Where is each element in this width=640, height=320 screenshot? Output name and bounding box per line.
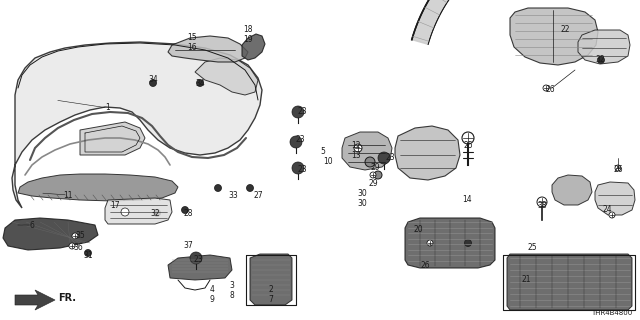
Circle shape [190,252,202,264]
Text: 32: 32 [595,55,605,65]
Circle shape [465,239,472,246]
Text: 28: 28 [183,209,193,218]
Circle shape [292,162,304,174]
Text: 19: 19 [243,36,253,44]
Text: 17: 17 [110,201,120,210]
Circle shape [214,185,221,191]
Polygon shape [15,290,55,310]
Text: 23: 23 [193,255,203,265]
Text: 11: 11 [63,190,73,199]
Polygon shape [595,182,635,215]
Text: 3: 3 [230,281,234,290]
Polygon shape [105,198,172,224]
Polygon shape [395,126,460,180]
Text: 14: 14 [462,196,472,204]
Circle shape [72,233,78,239]
Polygon shape [412,0,501,44]
Polygon shape [168,36,248,62]
Text: 2: 2 [269,285,273,294]
Circle shape [196,79,204,86]
Text: 26: 26 [613,165,623,174]
Circle shape [374,171,382,179]
Text: 32: 32 [150,209,160,218]
Text: 25: 25 [527,244,537,252]
Text: 27: 27 [253,190,263,199]
Text: 31: 31 [83,251,93,260]
Text: 29: 29 [370,164,380,172]
Text: 36: 36 [73,244,83,252]
Text: 5: 5 [321,148,325,156]
Text: 13: 13 [351,150,361,159]
Text: 29: 29 [368,179,378,188]
Text: 23: 23 [385,154,395,163]
Text: 34: 34 [195,78,205,87]
Circle shape [154,210,161,217]
Polygon shape [3,218,98,250]
Circle shape [462,132,474,144]
Text: 26: 26 [420,260,430,269]
Text: 30: 30 [357,198,367,207]
Polygon shape [578,30,630,64]
Text: 22: 22 [560,26,570,35]
Text: 23: 23 [297,165,307,174]
Polygon shape [18,174,178,201]
Text: 16: 16 [187,44,197,52]
Text: 30: 30 [357,188,367,197]
Circle shape [182,206,189,213]
Text: 9: 9 [209,295,214,305]
Text: THR4B4800: THR4B4800 [591,310,632,316]
Circle shape [84,250,92,257]
Text: 4: 4 [209,285,214,294]
Polygon shape [342,132,392,170]
Circle shape [427,240,433,246]
Polygon shape [510,8,598,65]
Polygon shape [195,58,258,95]
Text: FR.: FR. [58,293,76,303]
Text: 23: 23 [297,108,307,116]
Text: 1: 1 [106,103,110,113]
Text: 38: 38 [537,201,547,210]
Circle shape [365,157,375,167]
Text: 15: 15 [187,34,197,43]
Circle shape [370,172,376,178]
Text: 37: 37 [183,241,193,250]
Circle shape [543,85,549,91]
Circle shape [609,212,615,218]
Polygon shape [250,254,292,305]
Polygon shape [242,34,265,60]
Text: 8: 8 [230,291,234,300]
Circle shape [598,57,605,63]
Text: 21: 21 [521,276,531,284]
Circle shape [537,197,547,207]
Circle shape [378,152,390,164]
Polygon shape [168,255,232,280]
Circle shape [292,106,304,118]
Text: 10: 10 [323,157,333,166]
Text: 26: 26 [545,85,555,94]
Text: 23: 23 [295,135,305,145]
Text: 24: 24 [602,205,612,214]
Text: 6: 6 [29,220,35,229]
Text: 34: 34 [148,76,158,84]
Polygon shape [405,218,495,268]
Circle shape [354,144,362,152]
Text: 18: 18 [243,26,253,35]
Circle shape [150,79,157,86]
Text: 33: 33 [228,190,238,199]
Circle shape [615,165,621,171]
Circle shape [69,243,75,249]
Text: 12: 12 [351,140,361,149]
Text: 20: 20 [413,226,423,235]
Text: 25: 25 [463,140,473,149]
Polygon shape [12,42,262,208]
Polygon shape [80,122,145,155]
Text: 7: 7 [269,295,273,305]
Polygon shape [507,254,632,310]
Circle shape [246,185,253,191]
Polygon shape [552,175,592,205]
Text: 35: 35 [75,230,85,239]
Circle shape [121,208,129,216]
Circle shape [290,136,302,148]
